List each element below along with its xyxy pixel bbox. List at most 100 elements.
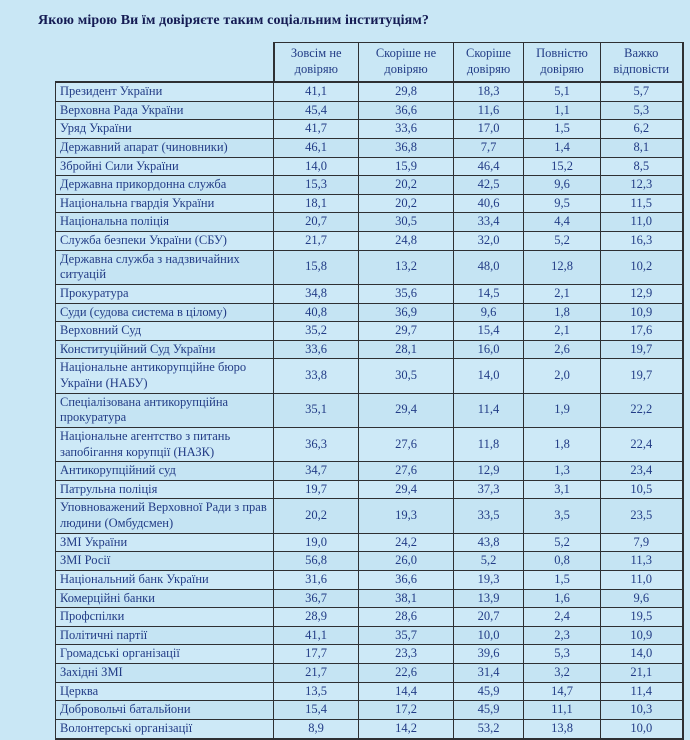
table-row: Державна прикордонна служба 15,3 20,2 42,5 9… [55, 175, 684, 195]
value-cell: 14,0 [600, 644, 684, 664]
value-cell: 11,3 [600, 551, 684, 571]
column-header: Скоріше не довіряю [358, 42, 454, 83]
value-cell: 9,6 [523, 175, 601, 195]
table-row: Конституційний Суд України 33,6 28,1 16,0 2,… [55, 339, 684, 360]
value-cell: 14,4 [358, 681, 454, 702]
value-cell: 32,0 [453, 231, 524, 251]
value-cell: 28,1 [358, 339, 454, 360]
value-cell: 14,5 [453, 283, 524, 304]
value-cell: 5,3 [523, 644, 601, 664]
row-label: ЗМІ України [55, 532, 274, 553]
value-cell: 34,8 [273, 283, 359, 304]
value-cell: 15,4 [273, 700, 359, 720]
value-cell: 40,8 [273, 302, 359, 323]
value-cell: 9,6 [600, 588, 684, 609]
row-label: Конституційний Суд України [55, 339, 274, 360]
row-label: Профспілки [55, 607, 274, 627]
value-cell: 3,2 [523, 663, 601, 683]
value-cell: 24,2 [358, 532, 454, 553]
value-cell: 22,4 [600, 426, 684, 463]
row-label: Церква [55, 681, 274, 702]
value-cell: 31,4 [453, 663, 524, 683]
value-cell: 7,9 [600, 532, 684, 553]
value-cell: 33,8 [273, 358, 359, 394]
value-cell: 23,4 [600, 461, 684, 481]
table-row: Профспілки 28,9 28,6 20,7 2,4 19,5 [55, 607, 684, 627]
value-cell: 10,3 [600, 700, 684, 720]
value-cell: 12,3 [600, 175, 684, 195]
table-row: Національний банк України 31,6 36,6 19,3 1,5… [55, 569, 684, 590]
row-label: Уряд України [55, 119, 274, 139]
value-cell: 36,8 [358, 137, 454, 158]
value-cell: 21,1 [600, 663, 684, 683]
column-header: Зовсім не довіряю [272, 42, 359, 83]
row-label: Західні ЗМІ [55, 663, 274, 683]
value-cell: 36,7 [273, 588, 359, 609]
table-row: ЗМІ України 19,0 24,2 43,8 5,2 7,9 [55, 532, 684, 553]
value-cell: 45,9 [453, 681, 524, 702]
value-cell: 45,4 [273, 100, 359, 121]
row-label: Уповноважений Верховної Ради з прав люди… [55, 498, 274, 534]
value-cell: 35,7 [358, 625, 454, 646]
value-cell: 1,9 [523, 392, 601, 428]
value-cell: 9,5 [523, 193, 601, 214]
table-row: Національна гвардія України 18,1 20,2 40,6 9… [55, 193, 684, 214]
value-cell: 17,6 [600, 321, 684, 341]
page-title: Якою мірою Ви їм довіряєте таким соціаль… [38, 13, 430, 28]
table-row: Збройні Сили України 14,0 15,9 46,4 15,2 8,5 [55, 156, 684, 177]
value-cell: 5,3 [600, 100, 684, 121]
table-row: Антикорупційний суд 34,7 27,6 12,9 1,3 23,4 [55, 461, 684, 481]
value-cell: 36,9 [358, 302, 454, 323]
value-cell: 16,3 [600, 231, 684, 251]
row-label: ЗМІ Росії [55, 551, 274, 571]
value-cell: 12,8 [523, 249, 601, 285]
value-cell: 11,5 [600, 193, 684, 214]
row-label: Спеціалізована антикорупційна прокуратур… [55, 392, 274, 428]
value-cell: 6,2 [600, 119, 684, 139]
value-cell: 19,7 [600, 339, 684, 360]
value-cell: 17,0 [453, 119, 524, 139]
value-cell: 19,7 [600, 358, 684, 394]
table-row: Комерційні банки 36,7 38,1 13,9 1,6 9,6 [55, 588, 684, 609]
value-cell: 46,4 [453, 156, 524, 177]
table-row: Верховний Суд 35,2 29,7 15,4 2,1 17,6 [55, 321, 684, 341]
value-cell: 18,3 [453, 80, 524, 102]
table-row: Національна поліція 20,7 30,5 33,4 4,4 11,0 [55, 212, 684, 232]
value-cell: 1,4 [523, 137, 601, 158]
value-cell: 8,5 [600, 156, 684, 177]
header-row: Зовсім не довіряю Скоріше не довіряю Скорі… [56, 42, 684, 83]
value-cell: 12,9 [453, 461, 524, 481]
value-cell: 20,2 [358, 193, 454, 214]
value-cell: 20,2 [358, 175, 454, 195]
value-cell: 16,0 [453, 339, 524, 360]
value-cell: 35,1 [273, 392, 359, 428]
value-cell: 15,2 [523, 156, 601, 177]
value-cell: 17,2 [358, 700, 454, 720]
value-cell: 46,1 [273, 137, 359, 158]
value-cell: 11,4 [600, 681, 684, 702]
table-row: Уряд України 41,7 33,6 17,0 1,5 6,2 [55, 119, 684, 139]
row-label: Прокуратура [55, 283, 274, 304]
row-label: Державна прикордонна служба [55, 175, 274, 195]
row-label: Національний банк України [55, 569, 274, 590]
table-row: Патрульна поліція 19,7 29,4 37,3 3,1 10,5 [55, 479, 684, 500]
table-row: Державний апарат (чиновники) 46,1 36,8 7,7 1… [55, 137, 684, 158]
table-row: Західні ЗМІ 21,7 22,6 31,4 3,2 21,1 [55, 663, 684, 683]
value-cell: 17,7 [273, 644, 359, 664]
value-cell: 11,8 [453, 426, 524, 463]
value-cell: 33,5 [453, 498, 524, 534]
value-cell: 14,0 [453, 358, 524, 394]
value-cell: 43,8 [453, 532, 524, 553]
value-cell: 31,6 [273, 569, 359, 590]
row-label: Верховний Суд [55, 321, 274, 341]
value-cell: 28,6 [358, 607, 454, 627]
value-cell: 23,3 [358, 644, 454, 664]
table-row: Церква 13,5 14,4 45,9 14,7 11,4 [55, 681, 684, 702]
table-row: Політичні партії 41,1 35,7 10,0 2,3 10,9 [55, 625, 684, 646]
value-cell: 29,7 [358, 321, 454, 341]
row-label: Національне антикорупційне бюро України … [55, 358, 274, 394]
value-cell: 11,6 [453, 100, 524, 121]
row-label: Державна служба з надзвичайних ситуацій [55, 249, 274, 285]
value-cell: 36,3 [273, 426, 359, 463]
